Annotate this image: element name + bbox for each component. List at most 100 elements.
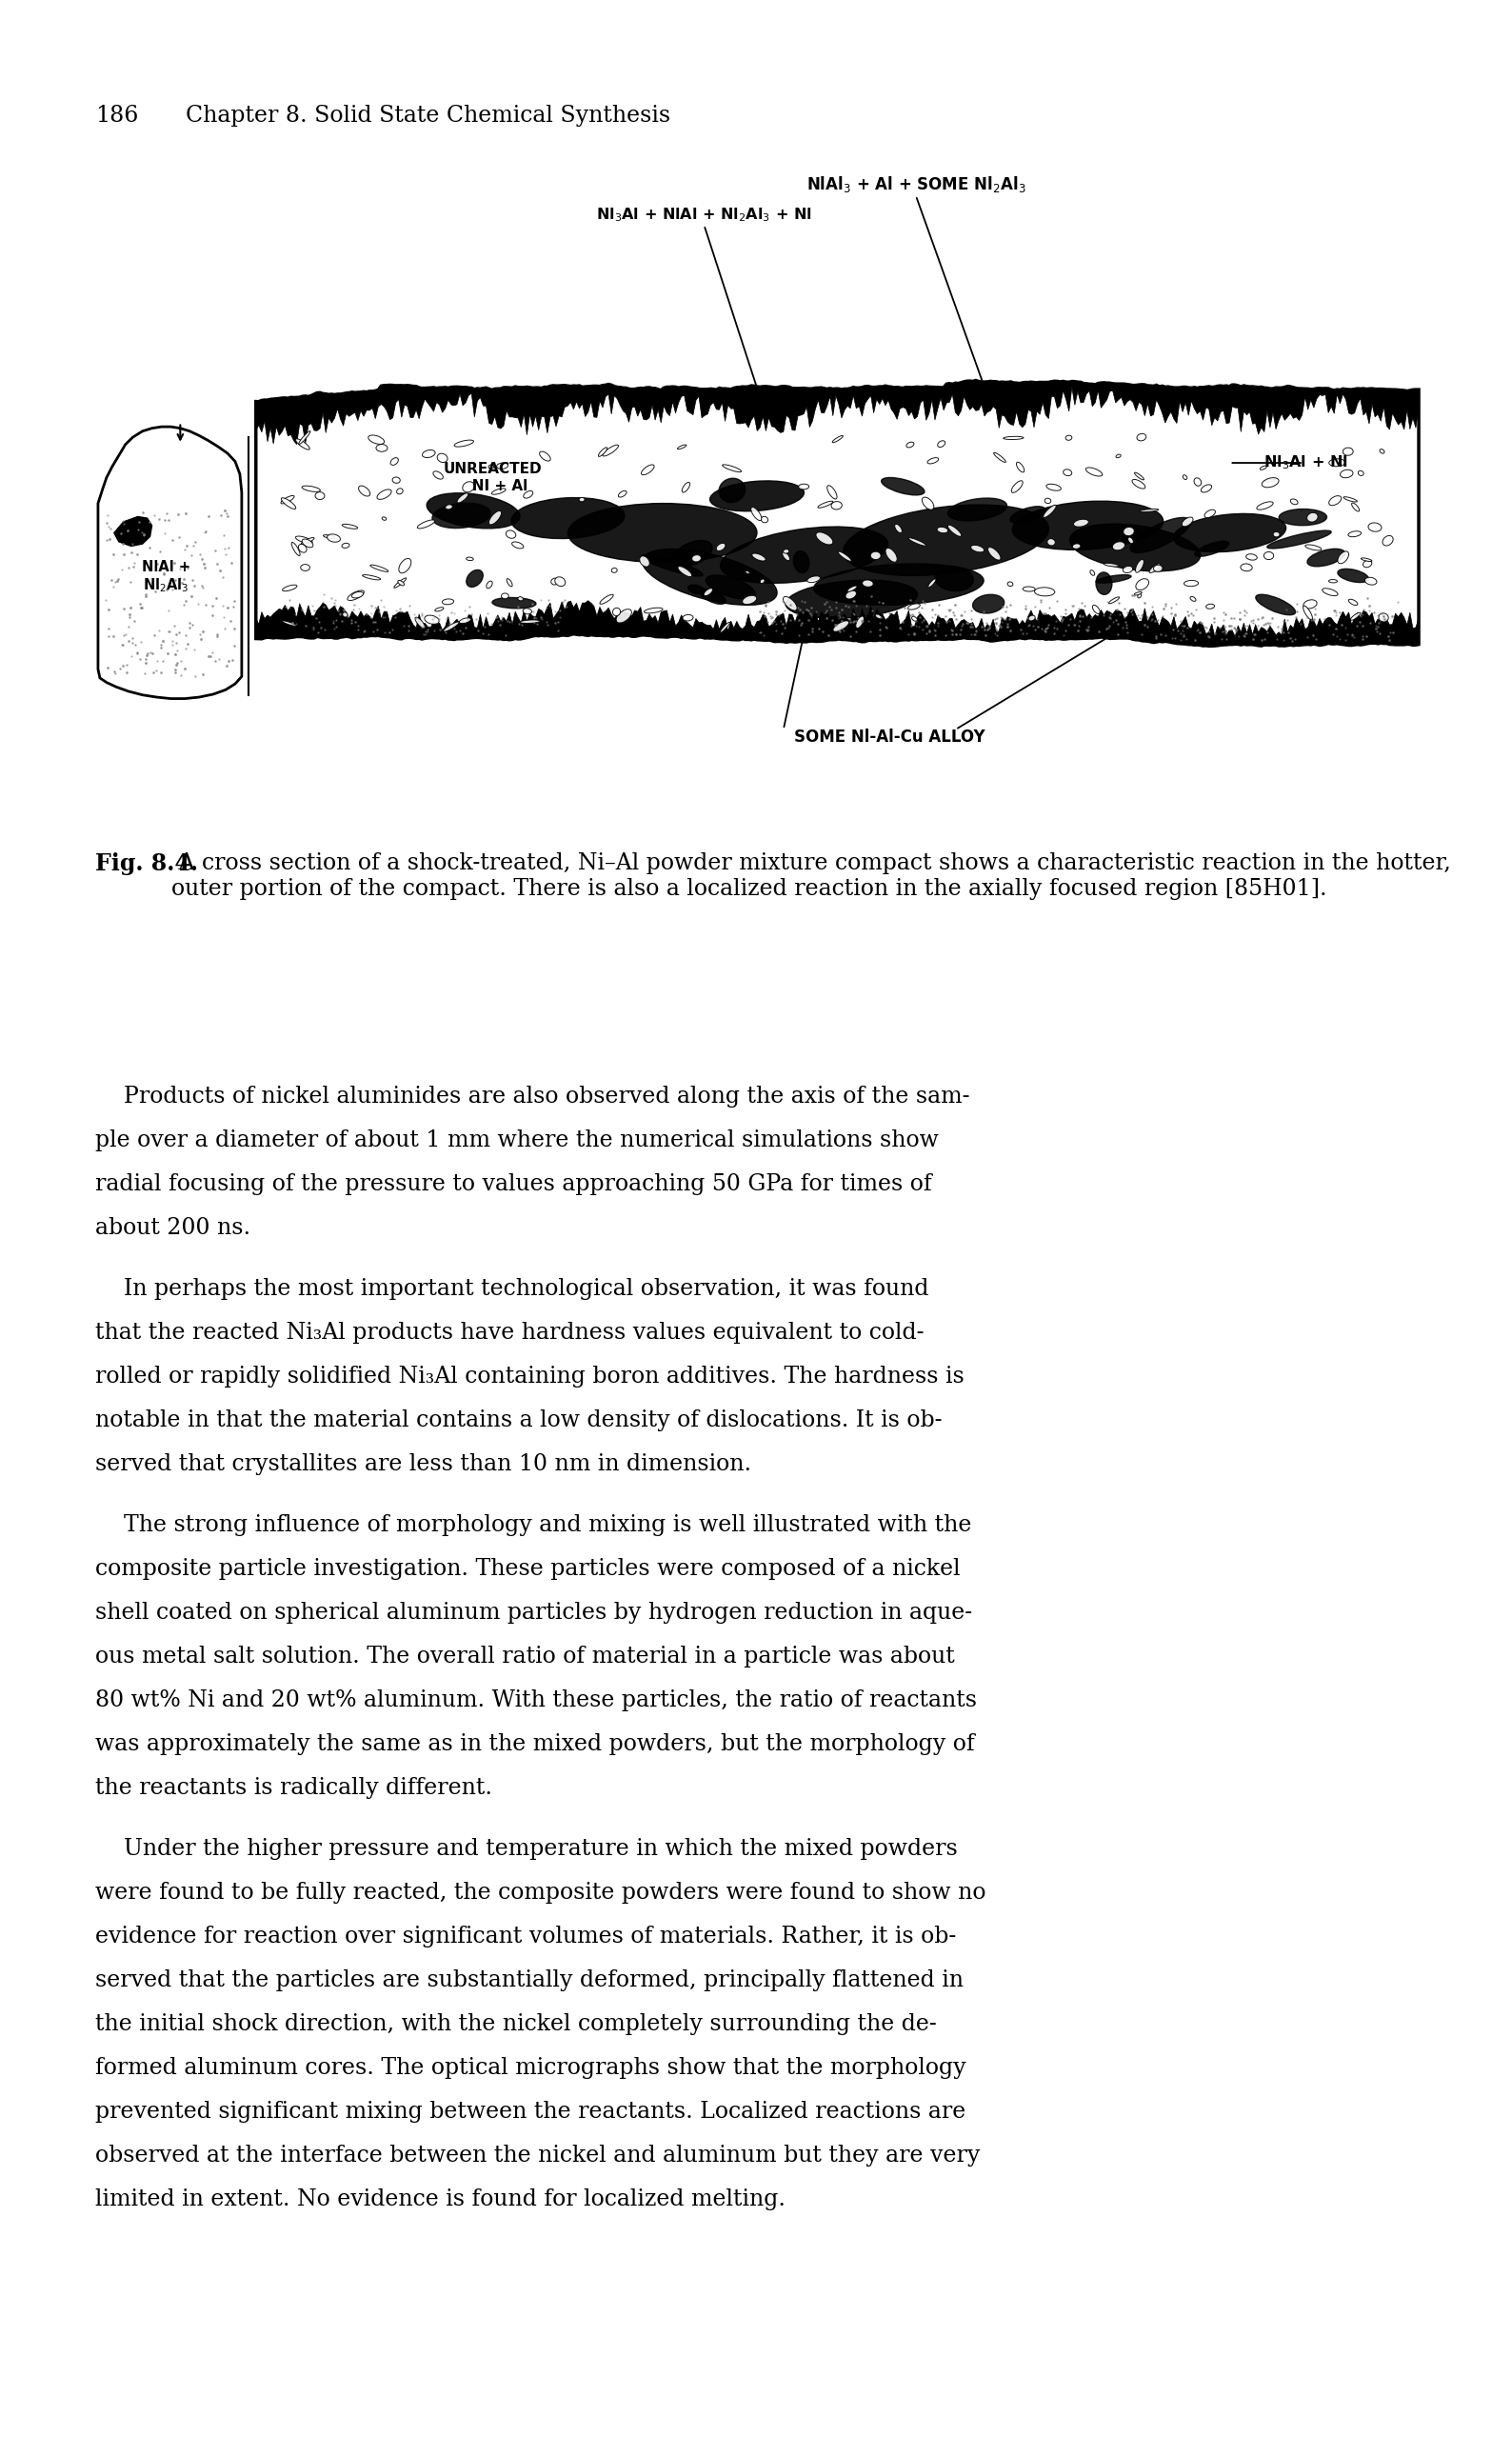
Ellipse shape [1263, 478, 1279, 487]
Ellipse shape [358, 485, 370, 497]
Ellipse shape [283, 621, 296, 626]
Ellipse shape [550, 578, 559, 585]
Ellipse shape [1154, 565, 1163, 573]
Ellipse shape [1338, 551, 1349, 563]
Ellipse shape [1074, 519, 1089, 526]
Ellipse shape [937, 441, 945, 446]
Ellipse shape [370, 565, 389, 573]
Ellipse shape [383, 517, 387, 519]
Ellipse shape [281, 497, 296, 509]
Ellipse shape [937, 526, 948, 534]
Ellipse shape [813, 563, 984, 604]
Ellipse shape [906, 441, 913, 448]
Ellipse shape [1090, 570, 1095, 575]
Ellipse shape [1116, 453, 1120, 458]
Ellipse shape [1184, 580, 1199, 587]
Ellipse shape [1380, 448, 1385, 453]
Ellipse shape [540, 451, 550, 461]
Text: 80 wt% Ni and 20 wt% aluminum. With these particles, the ratio of reactants: 80 wt% Ni and 20 wt% aluminum. With thes… [95, 1689, 977, 1711]
Ellipse shape [1349, 531, 1361, 536]
Ellipse shape [295, 439, 310, 451]
Text: formed aluminum cores. The optical micrographs show that the morphology: formed aluminum cores. The optical micro… [95, 2057, 966, 2079]
Text: A cross section of a shock-treated, Ni–Al powder mixture compact shows a charact: A cross section of a shock-treated, Ni–A… [171, 853, 1452, 899]
Ellipse shape [948, 497, 1007, 522]
Ellipse shape [844, 504, 1049, 575]
Ellipse shape [682, 614, 692, 621]
Text: NlAl$_3$ + Al + SOME Nl$_2$Al$_3$: NlAl$_3$ + Al + SOME Nl$_2$Al$_3$ [806, 173, 1025, 195]
Ellipse shape [463, 483, 475, 492]
Text: Fig. 8.4.: Fig. 8.4. [95, 853, 198, 875]
Ellipse shape [502, 592, 508, 600]
Text: The strong influence of morphology and mixing is well illustrated with the: The strong influence of morphology and m… [95, 1513, 972, 1535]
Ellipse shape [720, 526, 888, 582]
Text: In perhaps the most important technological observation, it was found: In perhaps the most important technologi… [95, 1277, 928, 1299]
Ellipse shape [1329, 495, 1341, 504]
Ellipse shape [895, 524, 903, 534]
Ellipse shape [426, 492, 520, 529]
Text: shell coated on spherical aluminum particles by hydrogen reduction in aque-: shell coated on spherical aluminum parti… [95, 1601, 972, 1623]
Ellipse shape [1131, 517, 1190, 553]
Ellipse shape [1365, 578, 1377, 585]
Text: Nl$_3$Al + NlAl + Nl$_2$Al$_3$ + Nl: Nl$_3$Al + NlAl + Nl$_2$Al$_3$ + Nl [596, 205, 812, 224]
Ellipse shape [454, 441, 473, 446]
Ellipse shape [393, 478, 401, 483]
Text: ous metal salt solution. The overall ratio of material in a particle was about: ous metal salt solution. The overall rat… [95, 1645, 954, 1667]
Ellipse shape [281, 495, 295, 504]
Ellipse shape [1306, 512, 1318, 522]
Ellipse shape [875, 614, 881, 619]
Ellipse shape [1362, 561, 1371, 568]
Ellipse shape [1137, 434, 1146, 441]
Ellipse shape [1134, 592, 1142, 595]
Ellipse shape [807, 575, 821, 582]
Ellipse shape [1340, 470, 1353, 478]
Ellipse shape [987, 548, 1001, 561]
Ellipse shape [324, 534, 336, 539]
Ellipse shape [993, 453, 1005, 463]
Ellipse shape [783, 597, 797, 612]
Text: ple over a diameter of about 1 mm where the numerical simulations show: ple over a diameter of about 1 mm where … [95, 1128, 939, 1150]
Ellipse shape [446, 504, 452, 509]
Ellipse shape [971, 546, 984, 553]
Text: Nl$_3$Al + Nl: Nl$_3$Al + Nl [1263, 453, 1347, 473]
Ellipse shape [816, 531, 833, 546]
Ellipse shape [1344, 497, 1358, 502]
Ellipse shape [1255, 595, 1296, 614]
Ellipse shape [1043, 504, 1057, 517]
Ellipse shape [507, 578, 513, 587]
Ellipse shape [1140, 509, 1158, 512]
Ellipse shape [600, 595, 614, 604]
Ellipse shape [617, 609, 632, 624]
Polygon shape [256, 600, 1418, 646]
Ellipse shape [292, 543, 299, 556]
Ellipse shape [1303, 600, 1317, 609]
Ellipse shape [1096, 575, 1131, 582]
Ellipse shape [369, 436, 384, 444]
Ellipse shape [1350, 612, 1361, 621]
Ellipse shape [934, 568, 974, 592]
Ellipse shape [1123, 565, 1132, 573]
Text: served that crystallites are less than 10 nm in dimension.: served that crystallites are less than 1… [95, 1452, 751, 1474]
Ellipse shape [1048, 539, 1055, 546]
Ellipse shape [488, 512, 502, 524]
Text: notable in that the material contains a low density of dislocations. It is ob-: notable in that the material contains a … [95, 1409, 942, 1431]
Ellipse shape [1013, 502, 1163, 551]
Ellipse shape [1305, 546, 1321, 551]
Ellipse shape [720, 621, 730, 634]
Ellipse shape [1382, 536, 1393, 546]
Ellipse shape [1066, 436, 1072, 441]
Ellipse shape [751, 553, 765, 561]
Ellipse shape [302, 485, 321, 492]
Ellipse shape [1028, 614, 1036, 621]
Ellipse shape [1279, 509, 1328, 526]
Ellipse shape [1136, 578, 1149, 590]
Ellipse shape [682, 551, 700, 561]
Text: was approximately the same as in the mixed powders, but the morphology of: was approximately the same as in the mix… [95, 1733, 975, 1755]
Text: were found to be fully reacted, the composite powders were found to show no: were found to be fully reacted, the comp… [95, 1881, 986, 1903]
Ellipse shape [1016, 463, 1024, 473]
Ellipse shape [912, 617, 918, 621]
Ellipse shape [1190, 597, 1196, 602]
Ellipse shape [457, 492, 469, 502]
Ellipse shape [948, 524, 962, 536]
Ellipse shape [437, 453, 448, 463]
Ellipse shape [1034, 587, 1055, 597]
